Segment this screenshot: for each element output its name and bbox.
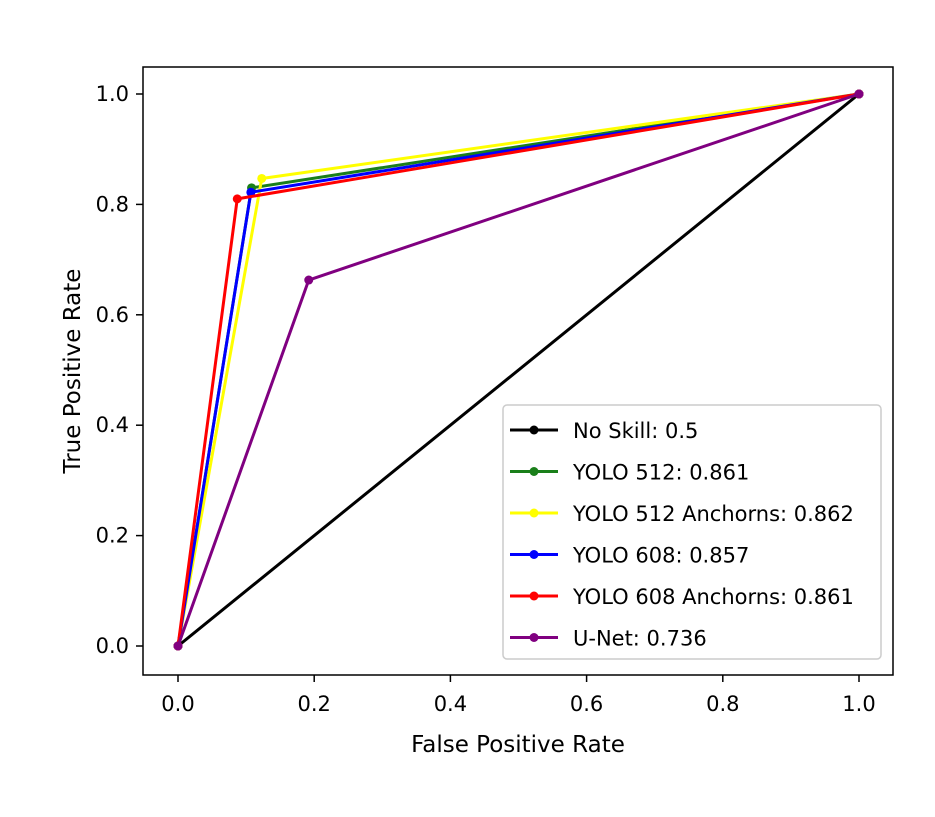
data-point-yolo-512-anchorns	[257, 173, 267, 183]
x-tick-label: 0.0	[161, 692, 194, 716]
y-tick-label: 1.0	[96, 82, 129, 106]
legend-marker-no-skill	[529, 425, 539, 435]
legend-marker-yolo-608	[529, 550, 539, 559]
y-axis-ticks: 0.0 0.2 0.4 0.6 0.8 1.0	[96, 82, 143, 658]
series-layer	[173, 89, 864, 651]
y-tick-label: 0.6	[96, 303, 129, 327]
y-tick-label: 0.4	[96, 413, 129, 437]
legend-label-yolo-512: YOLO 512: 0.861	[572, 461, 749, 485]
x-axis-ticks: 0.0 0.2 0.4 0.6 0.8 1.0	[161, 675, 876, 716]
y-tick-label: 0.8	[96, 192, 129, 216]
legend-label-yolo-512-anchorns: YOLO 512 Anchorns: 0.862	[572, 502, 854, 526]
x-tick-label: 0.8	[706, 692, 739, 716]
legend-marker-yolo-608-anchorns	[529, 591, 539, 601]
legend-marker-u-net	[529, 633, 539, 642]
data-point-u-net	[173, 641, 183, 651]
legend-label-yolo-608: YOLO 608: 0.857	[572, 544, 749, 568]
data-point-yolo-608-anchorns	[232, 194, 242, 204]
legend-marker-yolo-512	[529, 467, 539, 476]
legend-label-no-skill: No Skill: 0.5	[573, 419, 698, 443]
legend-box	[502, 404, 882, 660]
data-point-yolo-608	[246, 187, 256, 197]
legend-label-yolo-608-anchorns: YOLO 608 Anchorns: 0.861	[572, 585, 854, 609]
y-tick-label: 0.0	[96, 634, 129, 658]
x-tick-label: 1.0	[842, 692, 875, 716]
data-point-u-net	[854, 89, 864, 99]
data-point-u-net	[304, 275, 314, 285]
legend: No Skill: 0.5 YOLO 512: 0.861 YOLO 512 Anc…	[502, 404, 882, 660]
x-tick-label: 0.2	[297, 692, 330, 716]
series-line-no-skill	[177, 92, 860, 648]
x-tick-label: 0.6	[570, 692, 603, 716]
x-tick-label: 0.4	[434, 692, 467, 716]
y-tick-label: 0.2	[96, 524, 129, 548]
y-axis-label: True Positive Rate	[60, 269, 86, 475]
legend-label-u-net: U-Net: 0.736	[573, 627, 707, 651]
x-axis-label: False Positive Rate	[411, 732, 625, 758]
legend-marker-yolo-512-anchorns	[529, 508, 539, 518]
